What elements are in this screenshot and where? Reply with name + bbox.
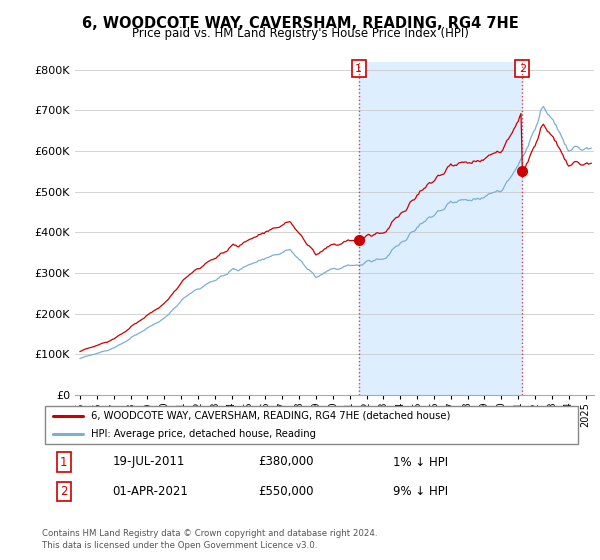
Text: £550,000: £550,000 <box>258 485 314 498</box>
Text: Contains HM Land Registry data © Crown copyright and database right 2024.: Contains HM Land Registry data © Crown c… <box>42 529 377 538</box>
Text: 2: 2 <box>60 485 67 498</box>
Text: 6, WOODCOTE WAY, CAVERSHAM, READING, RG4 7HE (detached house): 6, WOODCOTE WAY, CAVERSHAM, READING, RG4… <box>91 411 450 421</box>
Text: 1% ↓ HPI: 1% ↓ HPI <box>393 455 448 469</box>
Text: 1: 1 <box>60 455 67 469</box>
Text: 1: 1 <box>355 64 362 73</box>
Text: £380,000: £380,000 <box>258 455 314 469</box>
Text: 19-JUL-2011: 19-JUL-2011 <box>112 455 185 469</box>
Text: 01-APR-2021: 01-APR-2021 <box>112 485 188 498</box>
Bar <box>359 62 523 395</box>
Text: 6, WOODCOTE WAY, CAVERSHAM, READING, RG4 7HE: 6, WOODCOTE WAY, CAVERSHAM, READING, RG4… <box>82 16 518 31</box>
Text: This data is licensed under the Open Government Licence v3.0.: This data is licensed under the Open Gov… <box>42 541 317 550</box>
Text: Price paid vs. HM Land Registry's House Price Index (HPI): Price paid vs. HM Land Registry's House … <box>131 27 469 40</box>
FancyBboxPatch shape <box>45 407 578 444</box>
Text: 2: 2 <box>519 64 526 73</box>
Text: 9% ↓ HPI: 9% ↓ HPI <box>393 485 448 498</box>
Text: HPI: Average price, detached house, Reading: HPI: Average price, detached house, Read… <box>91 430 316 439</box>
